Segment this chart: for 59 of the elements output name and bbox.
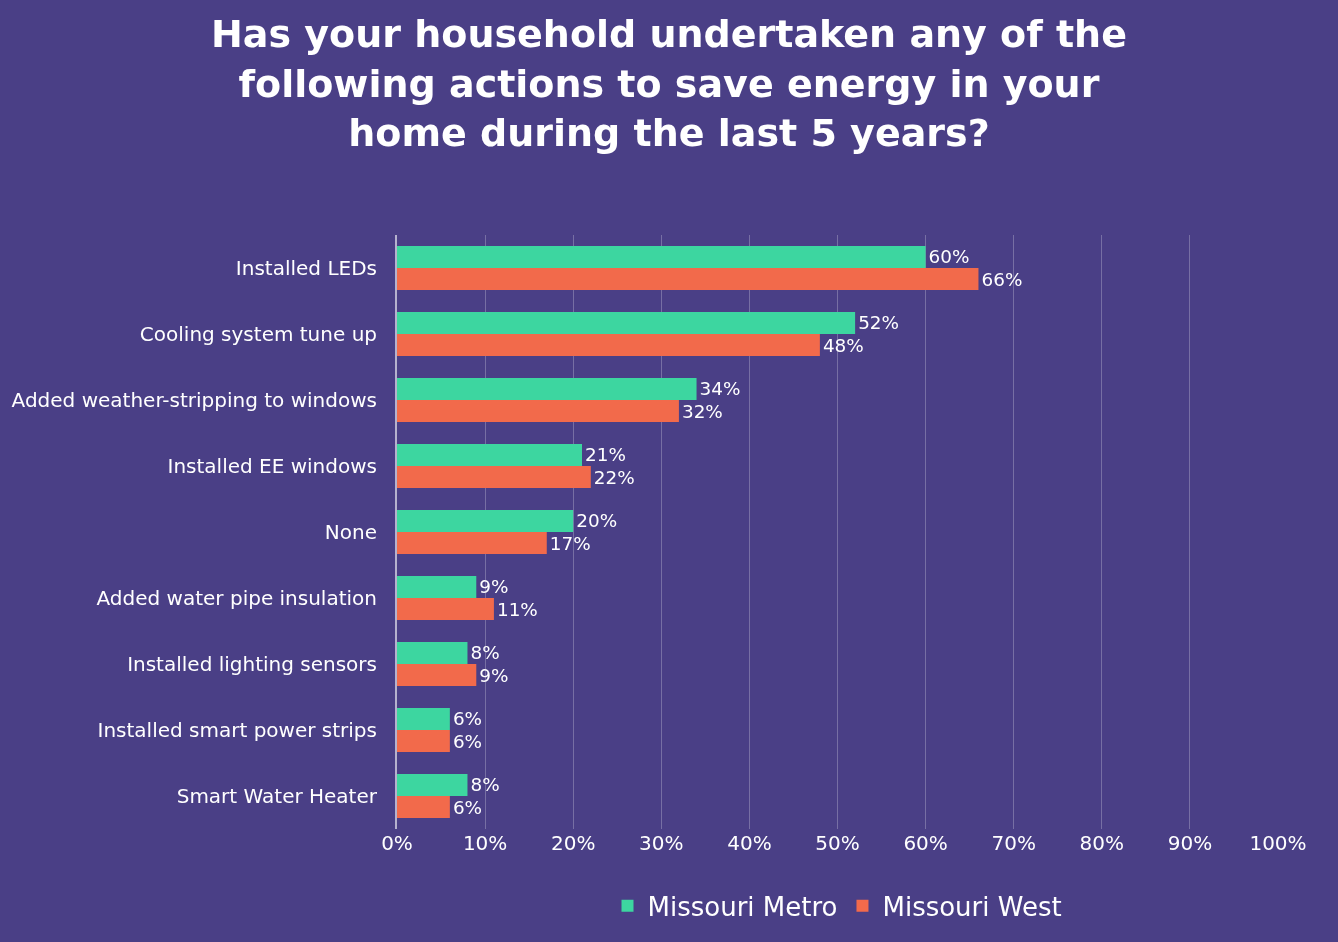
x-tick-label: 30%	[639, 831, 684, 855]
data-label: 60%	[928, 246, 970, 268]
chart-title: Has your household undertaken any of the following actions to save energy in your home during the last 5 years?	[211, 12, 1127, 155]
bar	[397, 664, 477, 687]
data-label: 8%	[470, 642, 500, 664]
bar	[397, 532, 547, 555]
data-label: 11%	[496, 598, 538, 620]
x-tick-label: 0%	[381, 831, 413, 855]
bar	[397, 598, 494, 621]
legend-label: Missouri Metro	[647, 892, 838, 922]
bar	[397, 268, 979, 291]
data-label: 48%	[822, 334, 864, 356]
bar	[397, 245, 926, 268]
data-label: 8%	[470, 774, 500, 796]
x-tick-label: 90%	[1167, 831, 1213, 855]
bar	[397, 509, 574, 532]
bar	[397, 730, 450, 753]
data-label: 52%	[858, 312, 900, 334]
bar	[397, 443, 583, 466]
y-tick-label: Installed LEDs	[235, 256, 377, 280]
y-tick-label: Smart Water Heater	[176, 784, 378, 808]
y-tick-label: Added water pipe insulation	[96, 586, 377, 610]
y-tick-label: Added weather-stripping to windows	[11, 388, 377, 412]
data-label: 6%	[452, 796, 483, 818]
y-tick-label: Cooling system tune up	[139, 322, 377, 346]
x-tick-label: 20%	[550, 831, 596, 855]
bar	[397, 707, 450, 730]
legend-label: Missouri West	[882, 892, 1062, 922]
data-label: 32%	[681, 400, 723, 422]
bar	[397, 400, 679, 423]
x-tick-label: 100%	[1249, 831, 1307, 855]
data-label: 22%	[593, 466, 635, 488]
data-label: 66%	[981, 268, 1023, 290]
bar	[397, 466, 591, 489]
data-label: 9%	[479, 664, 509, 686]
data-label: 9%	[479, 576, 509, 598]
x-tick-label: 60%	[903, 831, 948, 855]
bar	[397, 773, 468, 796]
x-tick-label: 10%	[462, 831, 508, 855]
bar	[397, 796, 450, 819]
data-label: 34%	[699, 378, 741, 400]
data-label: 6%	[452, 708, 483, 730]
y-tick-label: Installed lighting sensors	[127, 652, 377, 676]
bar	[397, 575, 477, 598]
x-tick-label: 50%	[815, 831, 860, 855]
y-tick-label: Installed smart power strips	[97, 718, 377, 742]
y-tick-label: Installed EE windows	[167, 454, 377, 478]
bar	[397, 641, 468, 664]
data-label: 20%	[576, 510, 618, 532]
data-label: 17%	[549, 532, 591, 554]
bar	[397, 377, 697, 400]
y-tick-label: None	[324, 520, 377, 544]
data-label: 6%	[452, 730, 483, 752]
x-tick-label: 70%	[991, 831, 1036, 855]
x-tick-label: 80%	[1079, 831, 1125, 855]
x-tick-label: 40%	[727, 831, 772, 855]
bar	[397, 311, 856, 334]
bar	[397, 334, 820, 357]
data-label: 21%	[585, 444, 626, 466]
